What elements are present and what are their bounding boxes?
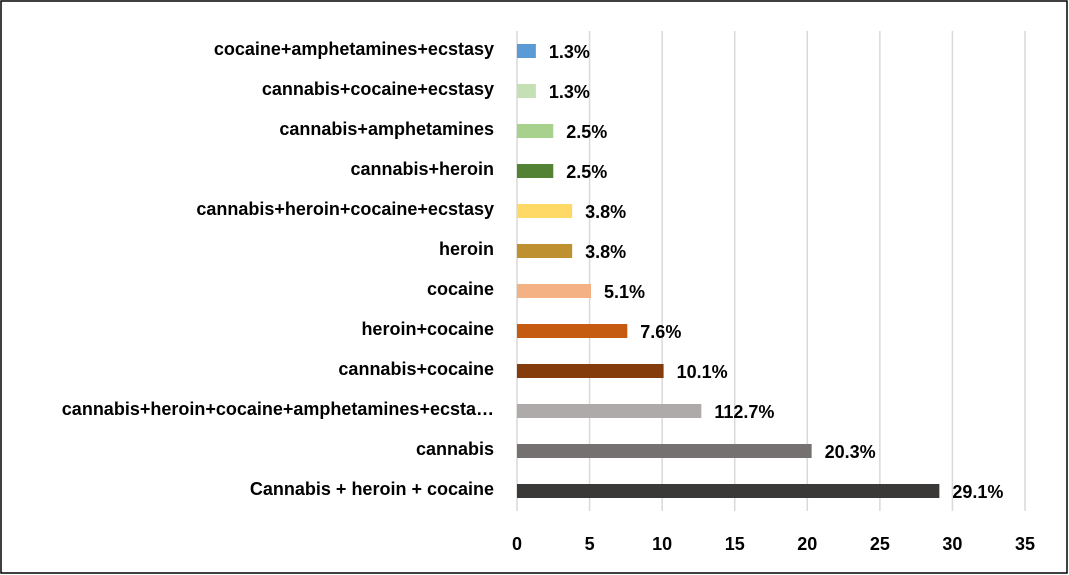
bar <box>517 84 536 98</box>
bar <box>517 444 812 458</box>
bar <box>517 404 702 418</box>
value-label: 1.3% <box>549 42 590 62</box>
bar <box>517 124 554 138</box>
y-tick-label: cannabis+heroin+cocaine+amphetamines+ecs… <box>62 399 494 419</box>
bar <box>517 244 573 258</box>
value-label: 10.1% <box>677 362 728 382</box>
y-tick-label: cannabis+heroin <box>350 159 494 179</box>
y-tick-label: cannabis+heroin+cocaine+ecstasy <box>196 199 494 219</box>
bar <box>517 44 536 58</box>
y-tick-label: heroin <box>439 239 494 259</box>
value-label: 3.8% <box>585 202 626 222</box>
value-label: 29.1% <box>952 482 1003 502</box>
bar <box>517 204 573 218</box>
value-label: 5.1% <box>604 282 645 302</box>
y-tick-label: cocaine <box>427 279 494 299</box>
bar <box>517 284 592 298</box>
x-tick-label: 5 <box>585 534 595 554</box>
x-tick-label: 35 <box>1015 534 1035 554</box>
value-label: 2.5% <box>566 162 607 182</box>
bar <box>517 364 664 378</box>
value-label: 3.8% <box>585 242 626 262</box>
y-tick-label: cannabis+amphetamines <box>279 119 494 139</box>
x-tick-label: 0 <box>512 534 522 554</box>
x-tick-label: 25 <box>870 534 890 554</box>
value-label: 20.3% <box>825 442 876 462</box>
y-tick-label: cannabis+cocaine <box>338 359 494 379</box>
value-label: 7.6% <box>640 322 681 342</box>
y-tick-label: cannabis+cocaine+ecstasy <box>262 79 494 99</box>
x-tick-label: 10 <box>652 534 672 554</box>
value-label: 1.3% <box>549 82 590 102</box>
x-tick-label: 20 <box>797 534 817 554</box>
bar <box>517 164 554 178</box>
y-tick-label: Cannabis + heroin + cocaine <box>250 479 494 499</box>
bar <box>517 324 628 338</box>
y-tick-label: cannabis <box>416 439 494 459</box>
value-label: 112.7% <box>714 402 774 422</box>
y-tick-label: heroin+cocaine <box>361 319 494 339</box>
value-label: 2.5% <box>566 122 607 142</box>
bar <box>517 484 940 498</box>
x-tick-label: 30 <box>942 534 962 554</box>
y-tick-label: cocaine+amphetamines+ecstasy <box>214 39 494 59</box>
x-tick-label: 15 <box>725 534 745 554</box>
